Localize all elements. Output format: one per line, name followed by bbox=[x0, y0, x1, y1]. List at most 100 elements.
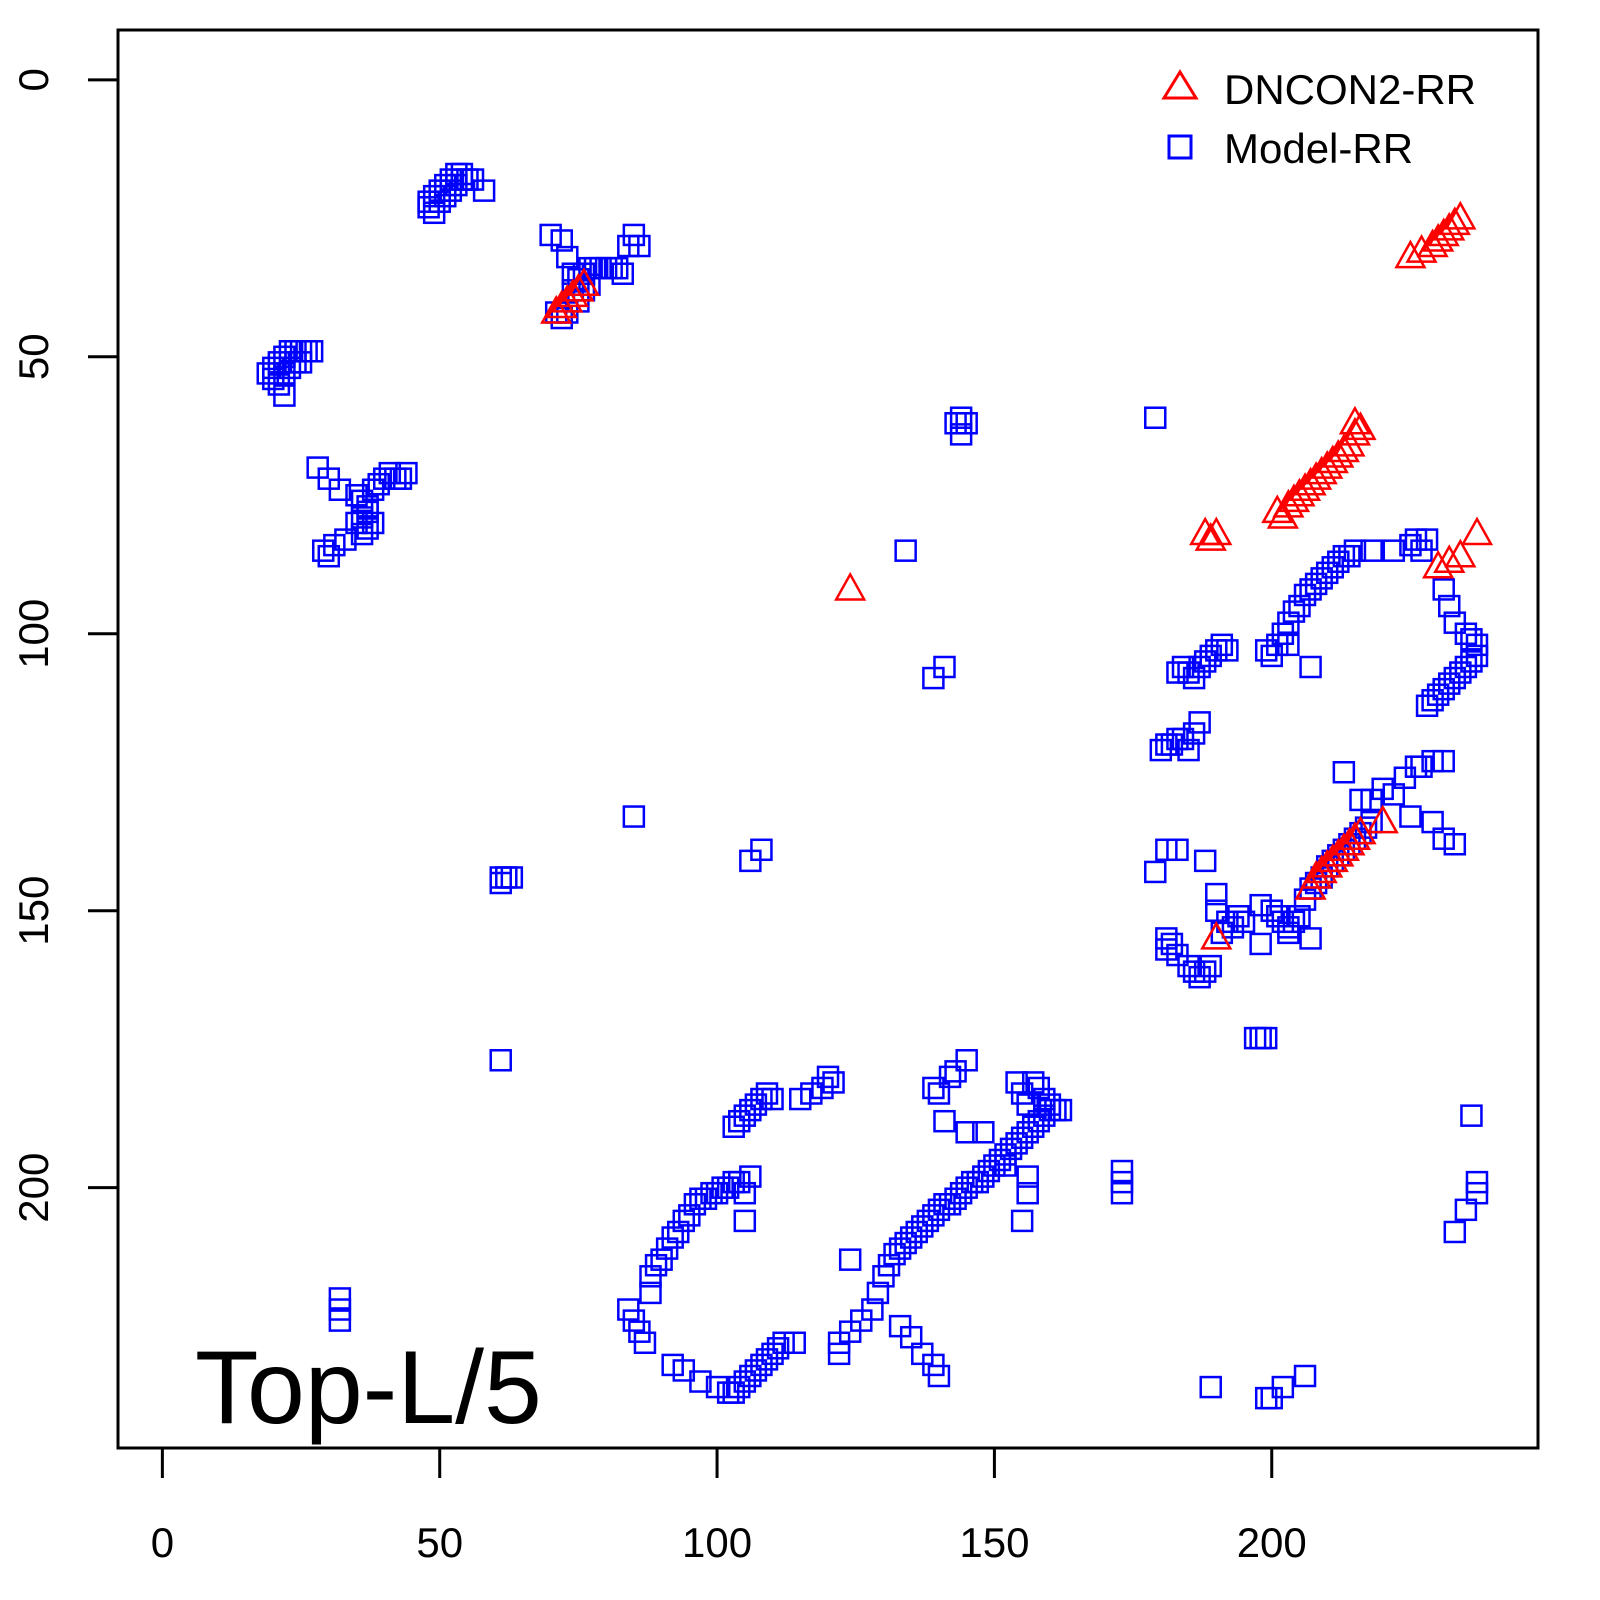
model-rr-point bbox=[1144, 860, 1167, 884]
y-tick-label: 100 bbox=[10, 599, 57, 669]
model-rr-point bbox=[1399, 805, 1422, 828]
model-rr-point bbox=[766, 1337, 790, 1360]
model-rr-point bbox=[472, 179, 496, 202]
model-rr-point bbox=[1216, 639, 1239, 662]
y-tick-label: 0 bbox=[10, 68, 57, 91]
model-rr-point bbox=[328, 1309, 352, 1332]
model-rr-point bbox=[1332, 760, 1356, 784]
dncon2-rr-point bbox=[1405, 234, 1438, 263]
legend-marker-dncon2-rr bbox=[1161, 69, 1199, 100]
model-rr-point bbox=[1177, 738, 1200, 762]
dncon2-rr-point bbox=[1444, 538, 1477, 568]
model-rr-point bbox=[783, 1331, 806, 1355]
model-rr-point bbox=[633, 1331, 657, 1355]
dncon2-rr-point bbox=[1283, 477, 1316, 507]
dncon2-rr-point bbox=[1416, 228, 1449, 258]
model-rr-point bbox=[1338, 544, 1361, 568]
model-rr-point bbox=[1421, 688, 1444, 712]
y-axis: 0 50 100 150 200 bbox=[10, 68, 120, 1223]
model-rr-point bbox=[334, 528, 357, 551]
model-rr-point bbox=[1299, 655, 1322, 679]
model-rr-point bbox=[938, 1065, 962, 1089]
dncon2-rr-point bbox=[1261, 494, 1294, 524]
model-rr-point bbox=[300, 340, 324, 363]
dncon2-rr-point bbox=[1327, 433, 1360, 463]
model-rr-point bbox=[273, 384, 296, 407]
model-rr-point bbox=[949, 406, 973, 429]
model-rr-point bbox=[1360, 539, 1383, 562]
x-axis: 0 50 100 150 200 bbox=[151, 1446, 1307, 1566]
dncon2-rr-point bbox=[1194, 522, 1227, 551]
model-rr-point bbox=[816, 1065, 840, 1089]
dncon2-rr-point bbox=[545, 289, 578, 319]
model-rr-point bbox=[1443, 832, 1467, 856]
model-rr-point bbox=[1343, 539, 1367, 562]
dncon2-rr-point bbox=[551, 283, 584, 313]
model-rr-point bbox=[866, 1281, 890, 1305]
model-rr-point bbox=[755, 1082, 779, 1105]
dncon2-rr-point bbox=[1200, 920, 1233, 950]
legend: DNCON2-RR Model-RR bbox=[1161, 66, 1476, 172]
model-rr-point bbox=[1460, 1104, 1483, 1127]
dncon2-rr-point bbox=[1322, 438, 1355, 468]
dncon2-rr-point bbox=[1277, 483, 1311, 513]
model-rr-point bbox=[361, 511, 385, 535]
dncon2-rr-point bbox=[1338, 821, 1372, 850]
dncon2-rr-point bbox=[1299, 859, 1333, 889]
dncon2-rr-point bbox=[1272, 488, 1305, 518]
model-rr-point bbox=[949, 423, 973, 446]
dncon2-rr-point bbox=[1200, 516, 1233, 546]
dncon2-rr-point bbox=[556, 278, 589, 308]
model-rr-point bbox=[1193, 849, 1217, 873]
model-rr-point bbox=[1205, 882, 1228, 906]
model-rr-point bbox=[1415, 528, 1439, 551]
dncon2-rr-point bbox=[1427, 217, 1460, 247]
dncon2-rr-point bbox=[1327, 832, 1360, 862]
model-rr-point bbox=[861, 1298, 884, 1321]
legend-marker-model-rr bbox=[1167, 134, 1193, 160]
dncon2-rr-point bbox=[1333, 826, 1366, 856]
x-tick-label: 0 bbox=[151, 1519, 174, 1566]
model-rr-point bbox=[317, 544, 341, 568]
dncon2-rr-point bbox=[1299, 461, 1333, 490]
model-rr-point bbox=[356, 517, 379, 540]
model-rr-point bbox=[1193, 960, 1217, 983]
model-rr-point bbox=[639, 1281, 662, 1305]
model-rr-point bbox=[1010, 1209, 1034, 1233]
model-rr-point bbox=[1144, 406, 1167, 429]
dncon2-rr-point bbox=[1394, 239, 1427, 269]
model-rr-point bbox=[489, 1049, 512, 1072]
model-rr-point bbox=[955, 1121, 978, 1144]
dncon2-rr-point bbox=[562, 272, 595, 302]
series-layer bbox=[256, 162, 1494, 1410]
model-rr-point bbox=[1232, 910, 1256, 934]
model-rr-point bbox=[556, 245, 579, 269]
model-rr-point bbox=[1415, 694, 1439, 718]
dncon2-rr-point bbox=[1294, 466, 1327, 496]
model-rr-point bbox=[1033, 1087, 1056, 1111]
model-rr-point bbox=[1299, 927, 1322, 950]
model-rr-point bbox=[739, 849, 762, 873]
dncon2-rr-point bbox=[1433, 544, 1466, 573]
model-rr-point bbox=[689, 1370, 712, 1393]
dncon2-rr-point bbox=[1422, 222, 1455, 252]
dncon2-rr-point bbox=[1316, 444, 1349, 474]
model-rr-point bbox=[933, 1109, 956, 1133]
dncon2-rr-point bbox=[1305, 854, 1338, 884]
model-rr-point bbox=[1438, 594, 1461, 618]
chart-annotation: Top-L/5 bbox=[195, 1330, 542, 1446]
dncon2-rr-point bbox=[1311, 848, 1344, 878]
x-tick-label: 150 bbox=[959, 1519, 1029, 1566]
model-rr-point bbox=[1016, 1165, 1039, 1188]
model-rr-point bbox=[1271, 1375, 1295, 1399]
dncon2-rr-point bbox=[1305, 455, 1338, 485]
model-rr-point bbox=[605, 256, 629, 280]
x-tick-label: 200 bbox=[1237, 1519, 1307, 1566]
model-rr-point bbox=[550, 229, 573, 252]
model-rr-point bbox=[1038, 1093, 1062, 1116]
y-tick-label: 150 bbox=[10, 876, 57, 946]
series-dncon2-rr bbox=[540, 200, 1494, 950]
dncon2-rr-point bbox=[1344, 411, 1377, 441]
dncon2-rr-point bbox=[1322, 837, 1355, 867]
